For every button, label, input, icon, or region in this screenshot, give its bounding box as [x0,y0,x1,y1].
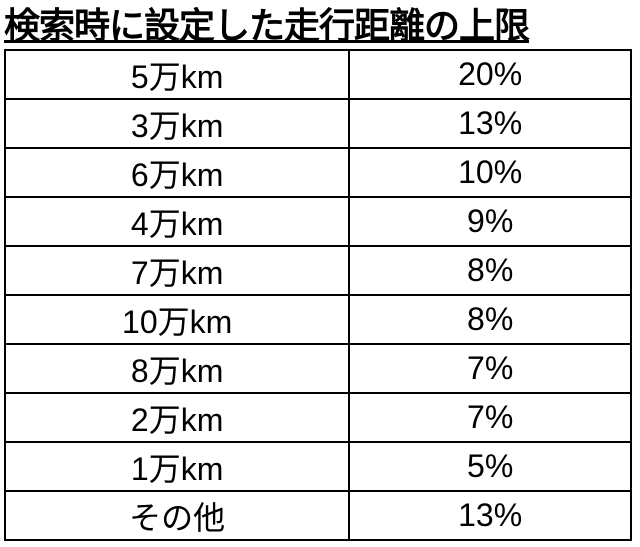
percentage-value: 10% [349,148,631,197]
mileage-label: 5万km [5,50,349,99]
table-row: 4万km 9% [5,197,631,246]
percentage-value: 8% [349,295,631,344]
mileage-label: 10万km [5,295,349,344]
table-row: 5万km 20% [5,50,631,99]
table-title: 検索時に設定した走行距離の上限 [4,4,636,47]
table-row: 3万km 13% [5,99,631,148]
mileage-label: その他 [5,491,349,540]
percentage-value: 7% [349,393,631,442]
percentage-value: 5% [349,442,631,491]
percentage-value: 13% [349,491,631,540]
mileage-label: 6万km [5,148,349,197]
mileage-label: 8万km [5,344,349,393]
mileage-label: 4万km [5,197,349,246]
table-body: 5万km 20% 3万km 13% 6万km 10% 4万km 9% 7万km … [5,50,631,540]
table-row: 1万km 5% [5,442,631,491]
percentage-value: 13% [349,99,631,148]
table-row: 2万km 7% [5,393,631,442]
table-row: 6万km 10% [5,148,631,197]
table-row: その他 13% [5,491,631,540]
table-row: 7万km 8% [5,246,631,295]
table-row: 10万km 8% [5,295,631,344]
mileage-label: 3万km [5,99,349,148]
mileage-label: 7万km [5,246,349,295]
percentage-value: 20% [349,50,631,99]
mileage-label: 1万km [5,442,349,491]
percentage-value: 7% [349,344,631,393]
mileage-label: 2万km [5,393,349,442]
percentage-value: 8% [349,246,631,295]
percentage-value: 9% [349,197,631,246]
mileage-table: 5万km 20% 3万km 13% 6万km 10% 4万km 9% 7万km … [4,49,632,541]
table-row: 8万km 7% [5,344,631,393]
